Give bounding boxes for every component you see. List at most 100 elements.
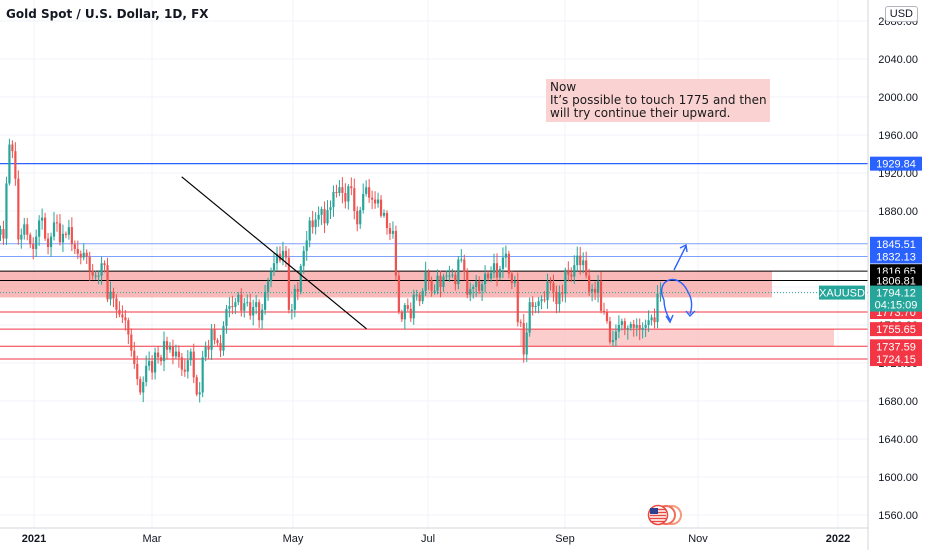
candle-body — [540, 299, 543, 302]
candle-body — [391, 230, 395, 234]
candle-body — [284, 250, 288, 258]
price-tick-label: 2000.00 — [878, 92, 918, 104]
candle-body — [266, 281, 270, 292]
symbol-title[interactable]: Gold Spot / U.S. Dollar, 1D, FX — [6, 7, 209, 21]
breakout-arrow — [673, 245, 687, 271]
candle-body — [481, 284, 484, 291]
candle-body — [501, 257, 505, 269]
candle-body — [35, 236, 38, 249]
candle-body — [466, 271, 469, 295]
candle-body — [139, 379, 142, 393]
candle-body — [647, 320, 650, 325]
candle-body — [448, 275, 451, 277]
candle-body — [118, 309, 121, 315]
candle-body — [281, 250, 285, 261]
candle-body — [94, 275, 97, 277]
candle-body — [100, 263, 103, 276]
candle-body — [168, 346, 172, 350]
candle-body — [58, 223, 62, 243]
candle-body — [231, 306, 234, 307]
price-level-tag: 1845.51 — [876, 239, 916, 251]
candle-body — [219, 343, 222, 351]
candle-body — [52, 222, 56, 237]
candle-body — [588, 275, 591, 292]
time-tick-label: 2021 — [22, 533, 46, 545]
candle-body — [573, 265, 576, 277]
candle-body — [379, 199, 383, 216]
price-tick-label: 2040.00 — [878, 54, 918, 66]
candle-body — [525, 332, 528, 355]
price-level-tag: 1929.84 — [876, 159, 916, 171]
candle-body — [614, 331, 618, 341]
us-flag-icon[interactable] — [646, 504, 682, 526]
candle-body — [213, 329, 216, 341]
candle-body — [341, 187, 344, 193]
candle-body — [531, 302, 534, 307]
candle-body — [136, 363, 139, 380]
candle-body — [293, 288, 296, 310]
candle-body — [335, 192, 338, 193]
price-level-tag-bg — [870, 156, 922, 171]
trendline — [181, 176, 367, 330]
candle-body — [359, 210, 362, 225]
candle-body — [177, 351, 180, 358]
candle-body — [317, 214, 320, 220]
candle-body — [287, 257, 290, 310]
candle-body — [486, 273, 490, 279]
candle-body — [528, 302, 531, 333]
candle-body — [130, 334, 133, 351]
symbol-tag-bg — [819, 285, 865, 300]
candle-body — [252, 306, 255, 316]
candle-body — [585, 260, 588, 276]
candle-body — [388, 228, 392, 234]
candle-body — [400, 311, 403, 320]
candle-body — [115, 298, 118, 310]
candle-body — [362, 193, 365, 211]
candle-body — [561, 292, 564, 294]
candle-body — [478, 281, 481, 291]
candle-body — [23, 224, 26, 235]
time-tick-label: May — [283, 533, 304, 545]
candle-body — [148, 361, 151, 366]
time-axis[interactable]: 2021 Mar May Jul Sep Nov 2022 — [0, 527, 868, 545]
candle-body — [198, 392, 201, 395]
candle-body — [659, 292, 662, 294]
candle-body — [397, 275, 400, 312]
candle-body — [296, 288, 299, 292]
candle-body — [510, 273, 513, 284]
candle-body — [442, 276, 445, 287]
candle-body — [371, 197, 374, 200]
candle-body — [350, 186, 353, 189]
candle-body — [356, 211, 359, 225]
candle-body — [376, 199, 380, 204]
candle-body — [49, 236, 53, 248]
candle-body — [82, 252, 85, 258]
candle-body — [570, 274, 573, 277]
resistance-zone — [0, 271, 772, 298]
currency-button[interactable]: USD — [884, 6, 918, 22]
candle-body — [46, 238, 50, 248]
candle-body — [91, 270, 94, 276]
candle-body — [222, 325, 225, 351]
candle-body — [653, 317, 656, 323]
symbol-tag: XAUUSD — [819, 288, 865, 300]
candle-body — [127, 320, 130, 335]
candle-body — [41, 217, 44, 221]
price-level-tag-bg — [870, 322, 922, 337]
candle-body — [522, 323, 525, 355]
candle-body — [162, 341, 166, 362]
grid — [0, 0, 868, 528]
candle-body — [463, 259, 466, 272]
candle-body — [216, 340, 219, 344]
candle-body — [261, 309, 264, 321]
candle-body — [504, 253, 508, 258]
candle-body — [344, 192, 347, 202]
candle-body — [269, 271, 273, 282]
candle-body — [29, 234, 32, 245]
candle-body — [320, 209, 323, 215]
time-tick-label: 2022 — [826, 533, 850, 545]
candle-body — [537, 301, 540, 306]
time-tick-label: Nov — [688, 533, 708, 545]
candle-body — [638, 325, 641, 330]
